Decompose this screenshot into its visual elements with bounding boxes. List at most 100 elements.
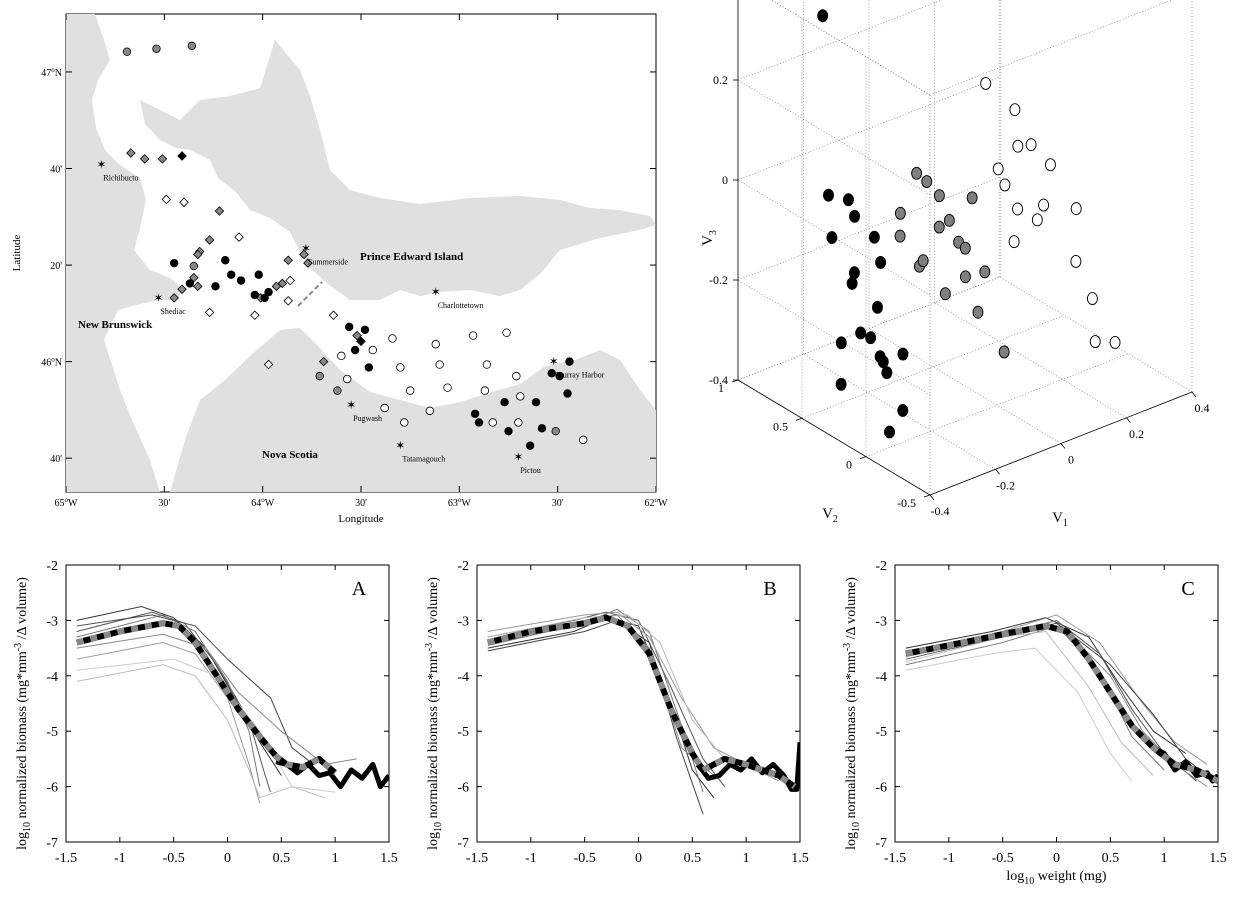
station-white-circle (400, 418, 409, 427)
y-tick-label: -3 (46, 614, 58, 629)
station-white-diamond (204, 307, 215, 318)
station-black-circle (500, 397, 509, 407)
station-white-circle (502, 328, 511, 337)
map-lon-label-sup: o (65, 496, 69, 504)
place-star-icon: ✶ (395, 439, 405, 453)
y-axis-label-part: log (426, 832, 441, 850)
station-black-circle (254, 270, 263, 279)
place-label: Charlottetown (438, 301, 484, 310)
x-tick-label: 0 (1053, 851, 1060, 866)
station-gray-circle (551, 426, 560, 436)
z-tick-label: 0.2 (713, 73, 728, 87)
y-tick-label: 1 (718, 381, 724, 395)
station-gray-diamond (214, 206, 225, 216)
map-places: ✶ Richibucto ✶ Shediac ✶ Summerside ✶ Charlotte… (96, 158, 604, 476)
x-axis-label-part: log (1006, 869, 1024, 884)
scatter-point-gray (972, 305, 984, 319)
y-axis-label-part: normalized biomass (mg*mm (844, 651, 859, 822)
station-white-circle (488, 418, 497, 427)
place-star-icon: ✶ (301, 242, 311, 256)
station-white-circle (380, 403, 389, 413)
scatter-point-white (980, 76, 992, 90)
panel-letter: A (352, 578, 367, 600)
scatter-point-black (843, 193, 854, 207)
station-black-circle (260, 293, 269, 303)
map-lat-label-sup: o (51, 356, 55, 364)
y-tick-label: 0 (846, 458, 852, 472)
station-gray-diamond (177, 284, 187, 294)
station-gray-diamond (318, 356, 329, 367)
scatter-point-gray (959, 241, 971, 255)
plot-frame (894, 564, 1219, 843)
y-tick-label: -3 (875, 614, 887, 629)
scatter-point-black (849, 209, 860, 223)
mean-spectrum-dashed (487, 614, 797, 790)
individual-spectrum-line (487, 617, 715, 798)
scatter-point-black (884, 425, 895, 439)
plot-area (76, 606, 389, 804)
station-gray-diamond (157, 154, 168, 164)
grid-line (737, 79, 931, 196)
station-white-circle (579, 435, 588, 445)
map-lon-label-sup: o (261, 496, 265, 504)
scatter-point-black (855, 326, 867, 340)
map-lat-label-suffix: N (55, 358, 62, 369)
y-axis-label: log10 normalized biomass (mg*mm-3 /Δ vol… (424, 577, 444, 850)
x-tick (1060, 443, 1066, 449)
place-label: Pictou (520, 466, 540, 475)
map-lat-label-sup: o (51, 66, 55, 74)
x-tick-label: 0.2 (1129, 427, 1144, 441)
station-white-circle (514, 418, 523, 427)
station-black-circle (470, 409, 480, 418)
land-pei (140, 40, 656, 300)
panel-letter: B (763, 578, 776, 600)
station-gray-diamond (352, 330, 362, 341)
scatter-point-black (877, 355, 889, 369)
scatter-point-gray (979, 265, 991, 279)
station-white-circle (337, 351, 346, 361)
station-black-circle (474, 418, 484, 427)
y-tick-label: -4 (875, 670, 887, 685)
individual-spectrum-line (76, 614, 314, 765)
scatter-point-gray (933, 220, 945, 234)
y-tick-label: -2 (46, 559, 58, 574)
station-white-circle (425, 406, 435, 416)
map-lon-label: 64oW (251, 496, 275, 509)
transect-dashed-line (297, 281, 323, 307)
scatter-point-black (872, 300, 883, 314)
z-tick-label: -0.4 (709, 373, 728, 387)
station-white-circle (405, 386, 415, 395)
map-lat-label: 46oN (41, 356, 62, 369)
y-tick-label: -5 (46, 725, 58, 740)
scatter-point-white (1044, 158, 1056, 172)
scatter-point-white (1012, 139, 1024, 153)
individual-spectrum-line (905, 617, 1186, 754)
station-white-diamond (263, 359, 274, 370)
station-black-circle (264, 287, 273, 297)
z-tick-label: -0.2 (709, 273, 728, 287)
station-black-diamond (356, 336, 366, 347)
place-label: Tatamagouch (402, 455, 445, 464)
x-tick-label: 0.4 (1195, 401, 1210, 415)
grid-line (801, 315, 1065, 419)
station-white-circle (396, 363, 405, 372)
station-white-diamond (285, 275, 295, 286)
individual-spectrum-line (487, 611, 726, 787)
map-x-axis-label: Longitude (338, 513, 383, 525)
station-black-circle (236, 276, 246, 285)
scatter-point-white (1109, 335, 1121, 349)
y-axis-label-part: log (15, 832, 30, 850)
individual-spectrum-line (76, 664, 325, 799)
scatter-point-white (1038, 198, 1050, 212)
x-tick-label: 1.5 (1209, 851, 1227, 866)
map-land (66, 14, 656, 492)
scatter-point-black (826, 231, 838, 244)
z-axis-label-sub: 3 (708, 230, 719, 235)
station-black-circle (226, 270, 236, 279)
plot-frame (476, 564, 801, 843)
x-axis-label-sub: 1 (1063, 518, 1068, 529)
station-white-diamond (328, 310, 339, 321)
x-tick-label: 1 (332, 851, 339, 866)
y-axis-line (737, 379, 931, 496)
map-lon-label: 30' (158, 498, 170, 509)
